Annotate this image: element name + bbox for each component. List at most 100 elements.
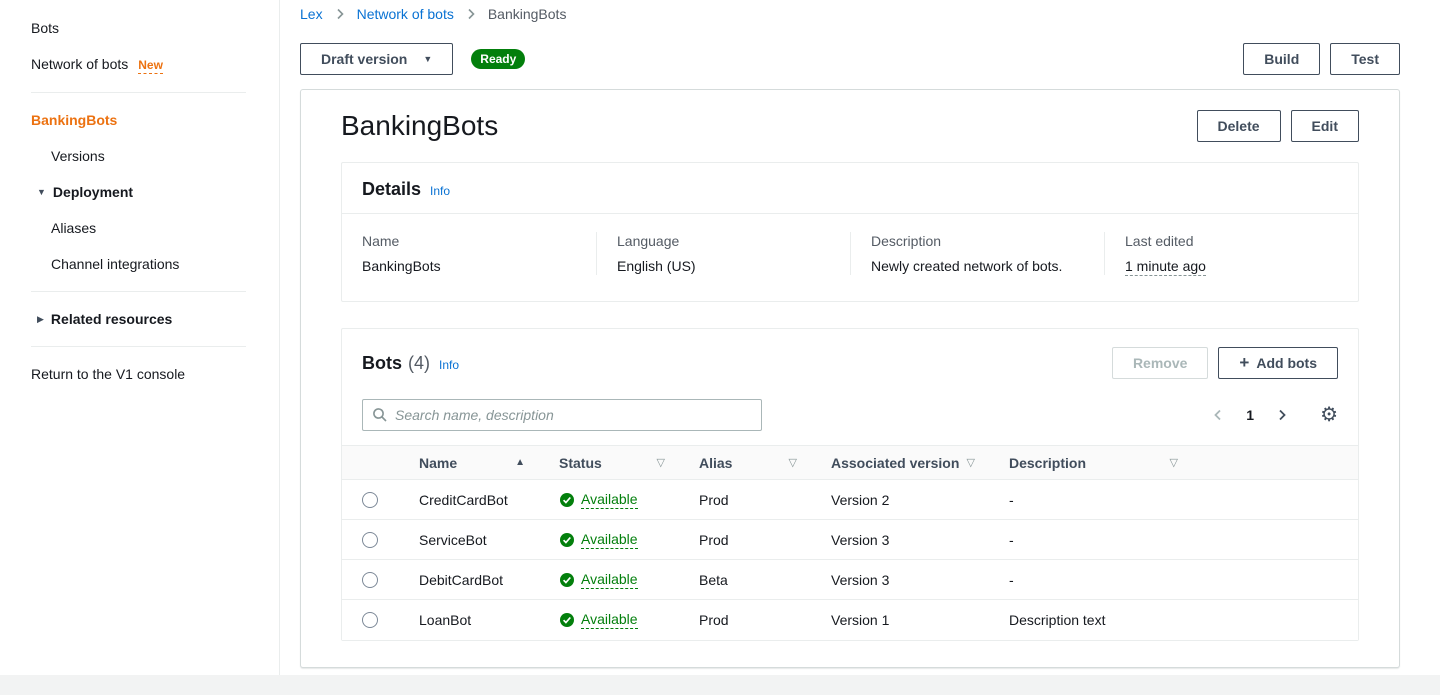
cell-associated-version: Version 3 [811, 519, 989, 560]
card-header: BankingBots Delete Edit [301, 90, 1399, 162]
bots-title: Bots [362, 352, 402, 373]
status-text: Available [581, 490, 638, 509]
triangle-down-icon: ▼ [37, 187, 46, 197]
status-text: Available [581, 530, 638, 549]
new-badge: New [138, 58, 163, 74]
field-value: English (US) [617, 258, 696, 274]
sidebar-item-label: Network of bots [31, 56, 129, 72]
version-dropdown[interactable]: Draft version ▼ [300, 43, 454, 75]
chevron-right-icon [332, 6, 348, 22]
cell-name: LoanBot [399, 599, 539, 640]
status-text: Available [581, 610, 638, 629]
field-label: Last edited [1125, 233, 1194, 249]
detail-field-description: Description Newly created network of bot… [850, 232, 1104, 275]
sidebar-item-return-v1-console[interactable]: Return to the V1 console [31, 366, 186, 382]
detail-field-name: Name BankingBots [342, 232, 596, 275]
version-dropdown-label: Draft version [321, 51, 408, 67]
add-bots-label: Add bots [1256, 355, 1317, 371]
sidebar-section-deployment[interactable]: ▼ Deployment [0, 174, 279, 210]
cell-associated-version: Version 2 [811, 479, 989, 520]
cell-description: Description text [989, 599, 1192, 640]
sidebar-item-bankingbots[interactable]: BankingBots [31, 112, 118, 128]
status-available-icon [559, 532, 575, 548]
bots-info-link[interactable]: Info [439, 357, 460, 372]
select-all-header [342, 445, 399, 480]
last-edited-value: 1 minute ago [1125, 258, 1206, 276]
breadcrumb-current: BankingBots [487, 6, 567, 22]
table-row: CreditCardBot Available Prod Version 2 - [342, 479, 1358, 520]
row-radio-button[interactable] [362, 572, 378, 589]
sidebar-item-channel-integrations[interactable]: Channel integrations [51, 256, 180, 272]
page-title: BankingBots [341, 110, 499, 141]
sidebar-item-bots[interactable]: Bots [31, 20, 60, 36]
breadcrumb-link-network-of-bots[interactable]: Network of bots [356, 6, 454, 22]
row-radio-button[interactable] [362, 492, 378, 509]
sidebar-item-network-of-bots[interactable]: Network of bots New [0, 46, 279, 83]
column-label: Associated version [831, 454, 960, 471]
detail-field-last-edited: Last edited 1 minute ago [1104, 232, 1358, 276]
app-layout: Bots Network of bots New BankingBots Vers… [0, 0, 1440, 675]
column-label: Status [559, 454, 602, 471]
status-available-icon [559, 492, 575, 508]
breadcrumb: Lex Network of bots BankingBots [300, 0, 1400, 23]
edit-button[interactable]: Edit [1290, 110, 1359, 142]
chevron-right-icon [463, 6, 479, 22]
sort-icon: ▽ [656, 457, 665, 469]
sidebar-item-aliases[interactable]: Aliases [51, 220, 97, 236]
cell-associated-version: Version 1 [811, 599, 989, 640]
delete-button[interactable]: Delete [1196, 110, 1281, 142]
table-row: LoanBot Available Prod Version 1 Descrip… [342, 599, 1358, 640]
main-content: Lex Network of bots BankingBots Draft ve… [280, 0, 1440, 675]
empty-header [1192, 445, 1358, 480]
column-label: Alias [699, 454, 733, 471]
details-info-link[interactable]: Info [430, 184, 451, 198]
version-controls: Draft version ▼ Ready Build Test [300, 43, 1400, 75]
cell-associated-version: Version 3 [811, 559, 989, 600]
detail-field-language: Language English (US) [596, 232, 850, 275]
row-radio-button[interactable] [362, 532, 378, 549]
cell-name: ServiceBot [399, 519, 539, 560]
bots-panel: Bots (4) Info Remove + Add bots [341, 328, 1359, 641]
sidebar-divider [31, 92, 246, 93]
column-header-name[interactable]: Name ▲ [399, 445, 539, 480]
details-header: Details Info [342, 163, 1358, 214]
breadcrumb-link-lex[interactable]: Lex [300, 6, 323, 22]
previous-page-button[interactable] [1208, 405, 1228, 425]
row-radio-button[interactable] [362, 612, 378, 629]
field-label: Language [617, 233, 680, 249]
cell-name: DebitCardBot [399, 559, 539, 600]
details-title: Details [362, 179, 422, 199]
field-value: 1 minute ago [1125, 257, 1338, 276]
build-button[interactable]: Build [1243, 43, 1321, 75]
add-bots-button[interactable]: + Add bots [1218, 347, 1338, 379]
column-header-description[interactable]: Description ▽ [989, 445, 1192, 480]
sidebar-item-versions[interactable]: Versions [51, 148, 105, 164]
field-label: Description [871, 233, 942, 249]
column-header-status[interactable]: Status ▽ [539, 445, 679, 480]
bots-header: Bots (4) Info Remove + Add bots [342, 329, 1358, 393]
next-page-button[interactable] [1272, 405, 1292, 425]
sidebar-section-label: Related resources [50, 311, 173, 327]
test-button[interactable]: Test [1330, 43, 1400, 75]
plus-icon: + [1239, 353, 1250, 372]
sort-icon: ▽ [788, 457, 797, 469]
caret-down-icon: ▼ [423, 54, 433, 64]
sort-icon: ▽ [1169, 457, 1178, 469]
search-box [362, 399, 762, 431]
column-header-alias[interactable]: Alias ▽ [679, 445, 811, 480]
search-input[interactable] [395, 407, 752, 423]
column-header-associated-version[interactable]: Associated version ▽ [811, 445, 989, 480]
bots-count: (4) [408, 352, 430, 373]
current-page-number[interactable]: 1 [1246, 407, 1255, 423]
bot-detail-card: BankingBots Delete Edit Details Info Nam… [300, 89, 1400, 668]
status-available-icon [559, 572, 575, 588]
table-row: DebitCardBot Available Beta Version 3 - [342, 559, 1358, 600]
table-settings-gear-icon[interactable]: ⚙ [1320, 404, 1338, 426]
status-text: Available [581, 570, 638, 589]
search-icon [372, 407, 388, 423]
remove-button[interactable]: Remove [1111, 347, 1209, 379]
sidebar-section-related-resources[interactable]: ▶ Related resources [0, 301, 279, 337]
field-value: Newly created network of bots. [871, 258, 1063, 274]
field-label: Name [362, 233, 400, 249]
side-navigation: Bots Network of bots New BankingBots Vers… [0, 0, 280, 675]
